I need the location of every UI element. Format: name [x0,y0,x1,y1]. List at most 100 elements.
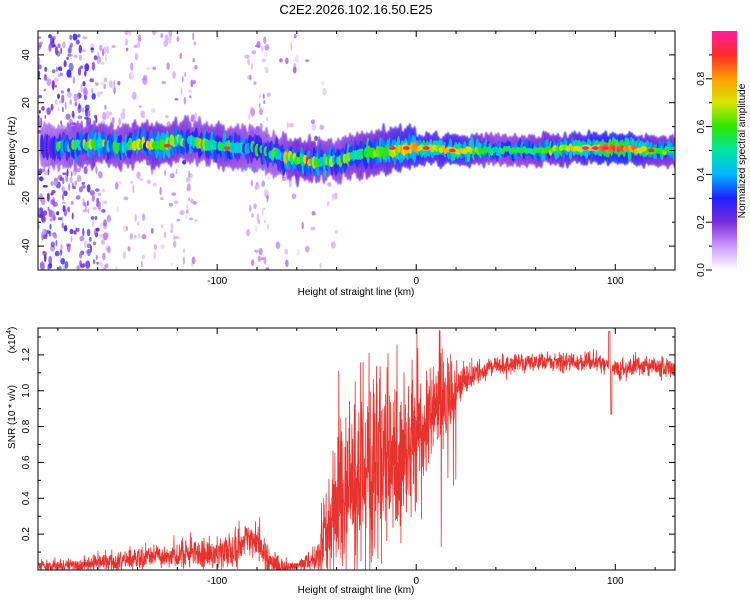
spectrogram-speckle [251,62,253,71]
spectrogram-speckle [94,215,98,221]
spectrogram-speckle [87,248,91,257]
spectrogram-speckle [38,36,42,40]
spectrogram-speckle [327,182,332,187]
spectrogram-speckle [84,104,90,111]
spectrogram-speckle [38,70,41,79]
spectrogram-speckle [48,255,53,265]
spectrogram-speckle [57,217,63,221]
spectrogram-speckle [113,79,116,89]
spectrogram-speckle [263,207,266,210]
spectrogram-speckle [258,93,262,99]
spectrogram-speckle [185,214,188,220]
spectrogram-speckle [190,198,194,204]
spectrogram-speckle [73,54,78,58]
spectrogram-speckle [161,80,167,85]
spectrogram-speckle [76,174,82,183]
spectrogram-speckle [100,62,105,65]
spectrogram-speckle [106,45,109,55]
spectrogram-speckle [97,171,103,179]
spectrogram-speckle [38,169,42,176]
spectrogram-speckle [244,54,250,59]
spectrogram-speckle [83,94,87,101]
spectrogram-speckle [305,245,310,253]
spectrogram-speckle [78,67,82,76]
spectrogram-speckle [146,67,150,71]
spectrogram-speckle [61,94,65,104]
spectrogram-speckle [68,75,73,78]
spectrogram-speckle [108,80,113,88]
spectrogram-speckle [48,43,52,52]
spectrogram-speckle [190,79,194,88]
spectrogram-speckle [250,108,255,117]
spectrogram-core-cell [670,146,675,153]
spectrogram-speckle [54,84,57,88]
spectrogram-speckle [293,66,297,74]
spectrogram-speckle [112,116,115,125]
spectrogram-speckle [138,105,142,108]
spectrogram-speckle [102,200,108,205]
spectrogram-speckle [160,33,164,38]
spectrogram-speckle [63,190,68,197]
spectrogram-speckle [95,82,99,86]
spectrogram-speckle [54,250,60,257]
spectrogram-ytick-label: 20 [21,97,32,109]
spectrogram-speckle [72,76,76,84]
spectrogram-speckle [91,194,95,202]
spectrogram-speckle [188,217,194,221]
spectrogram-speckle [98,192,102,197]
spectrogram-panel: -100 0 100 -40 -20 0 20 40 Height of straight l… [7,30,676,298]
colorbar-tick-label: 0.0 [696,263,707,277]
spectrogram-speckle [39,214,44,218]
spectrogram-speckle [80,84,83,93]
spectrogram-speckle [60,90,64,94]
spectrogram-speckle [47,206,50,212]
spectrogram-speckle [186,183,191,191]
spectrogram-speckle [38,110,41,114]
spectrogram-speckle [266,195,269,200]
spectrogram-speckle [91,61,96,71]
spectrogram-speckle [248,113,251,121]
spectrogram-speckle [171,192,177,196]
spectrogram-speckle [79,260,82,267]
spectrogram-speckle [47,263,50,270]
spectrogram-hotspot [647,148,655,153]
spectrogram-speckle [152,182,157,187]
spectrogram-speckle [39,261,45,270]
spectrogram-speckle [99,233,104,238]
spectrogram-speckle [129,233,133,240]
spectrogram-hotspot [388,146,396,150]
spectrogram-speckle [60,47,62,54]
spectrogram-speckle [122,225,127,233]
spectrogram-speckle [75,195,81,200]
spectrogram-core [56,134,675,169]
spectrogram-speckle [72,33,78,41]
spectrogram-speckle [82,87,88,96]
spectrogram-speckle [109,111,113,116]
spectrogram-speckle [61,201,66,204]
spectrogram-speckle [130,62,134,71]
spectrogram-speckle [255,184,261,189]
spectrogram-speckle [194,218,198,223]
colorbar-label: Normalized spectral amplitude [737,83,748,218]
spectrogram-speckle [99,44,103,52]
spectrogram-speckle [60,125,66,128]
spectrogram-speckle [102,252,106,261]
spectrogram-speckle [129,71,135,80]
spectrogram-speckle [62,193,65,201]
spectrogram-speckle [248,74,252,81]
spectrogram-speckle [104,263,109,269]
spectrogram-speckle [173,240,177,248]
spectrogram-speckle [174,97,179,101]
spectrogram-speckle [49,37,53,45]
spectrogram-speckle [69,99,72,105]
snr-xlabel: Height of straight line (km) [298,585,415,596]
snr-xtick-label: 0 [413,576,419,587]
spectrogram-speckle [46,193,50,202]
spectrogram-speckle [163,40,169,47]
spectrogram-speckle [251,50,257,55]
spectrogram-speckle [97,51,100,59]
spectrogram-speckle [333,192,338,200]
spectrogram-speckle [191,256,196,265]
spectrogram-speckle [61,186,65,193]
snr-plot-area [38,328,675,570]
